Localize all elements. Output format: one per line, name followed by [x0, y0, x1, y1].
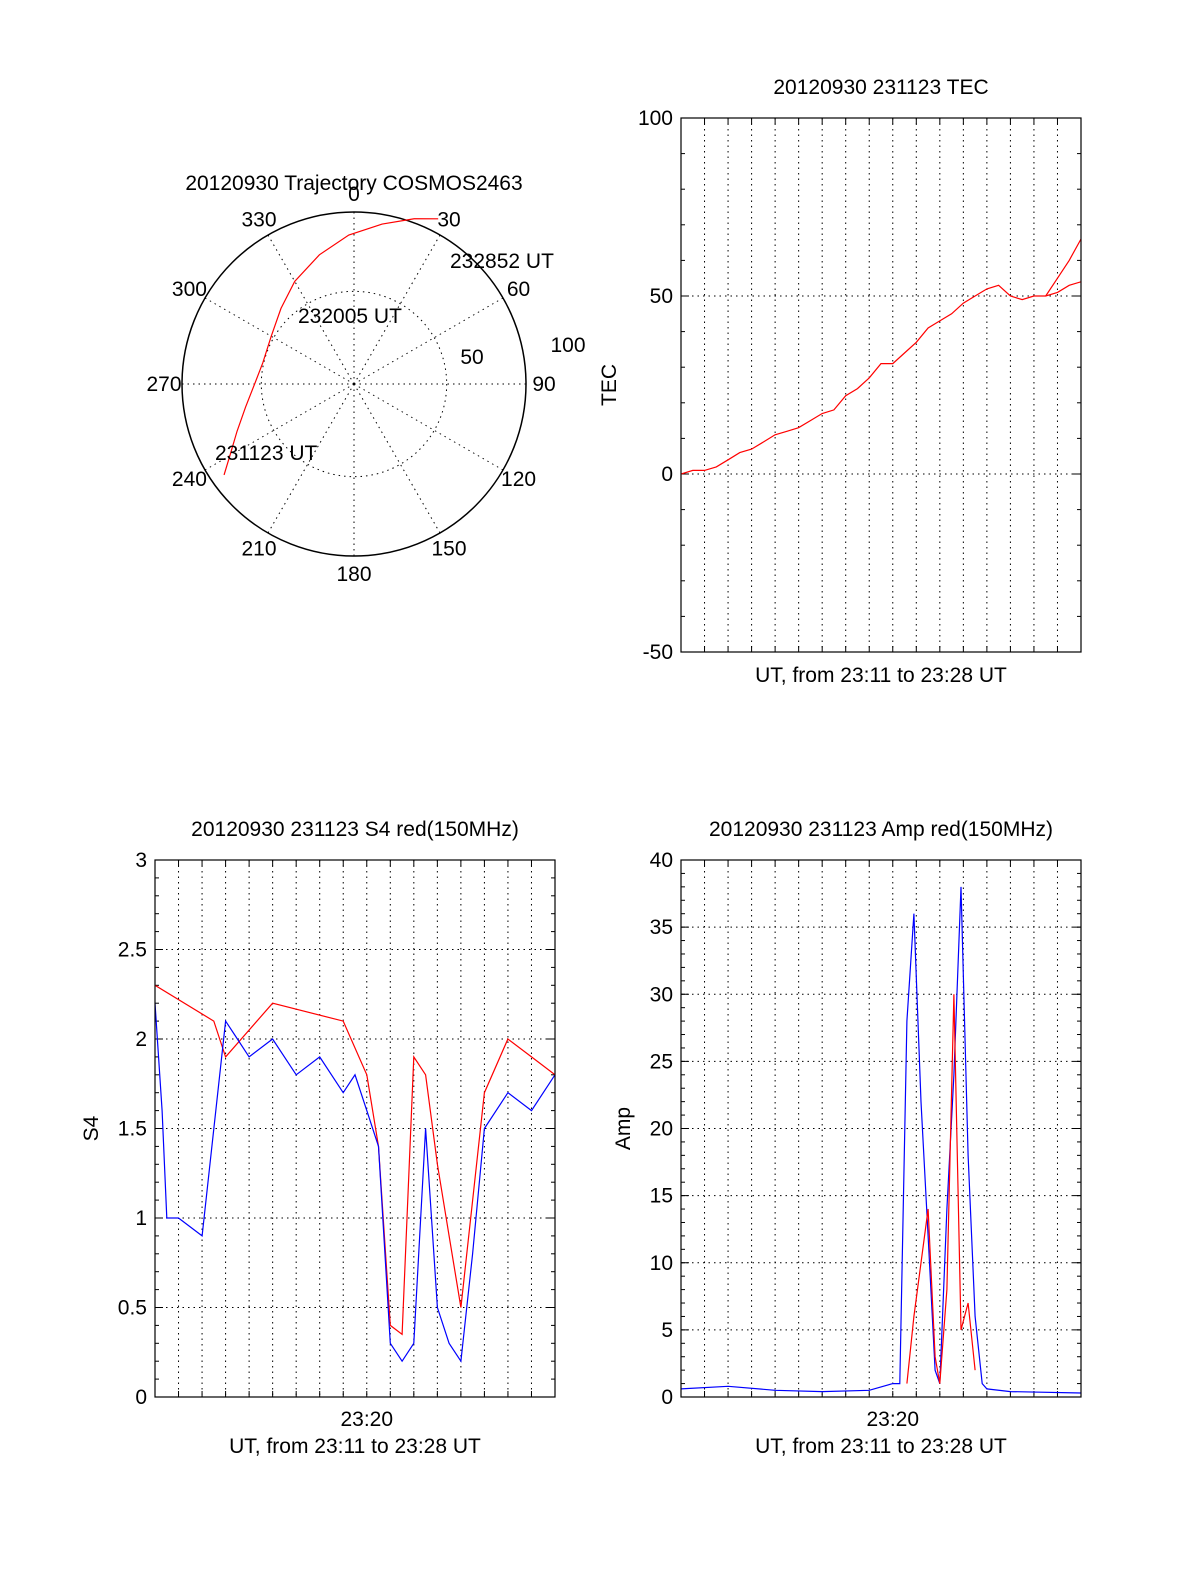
s4-title: 20120930 231123 S4 red(150MHz): [191, 818, 519, 841]
polar-azimuth-label: 90: [532, 373, 555, 396]
polar-spoke: [267, 383, 355, 534]
s4-xlabel: UT, from 23:11 to 23:28 UT: [229, 1435, 481, 1458]
s4-ytick-label: 1.5: [118, 1118, 147, 1141]
tec-series-line: [681, 281, 1081, 475]
polar-title: 20120930 Trajectory COSMOS2463: [185, 172, 522, 195]
s4-plot-frame: [154, 859, 556, 1398]
polar-azimuth-label: 0: [348, 183, 360, 206]
amp-xlabel: UT, from 23:11 to 23:28 UT: [755, 1435, 1007, 1458]
polar-azimuth-label: 210: [241, 538, 276, 561]
amp-ytick-label: 0: [661, 1386, 673, 1409]
polar-spoke: [204, 297, 355, 385]
polar-azimuth-label: 60: [507, 278, 530, 301]
polar-azimuth-label: 240: [172, 468, 207, 491]
tec-ylabel: TEC: [598, 364, 621, 406]
amp-xtick-label: 23:20: [866, 1408, 919, 1431]
s4-ytick-label: 0: [135, 1386, 147, 1409]
tec-series-line: [1045, 238, 1081, 297]
tec-plot-frame: [680, 117, 1082, 653]
s4-ytick-label: 2: [135, 1028, 147, 1051]
amp-ytick-label: 25: [650, 1050, 673, 1073]
tec-ytick-label: 0: [661, 463, 673, 486]
tec-ytick-label: 50: [650, 285, 673, 308]
s4-ytick-label: 2.5: [118, 939, 147, 962]
amp-ytick-label: 30: [650, 983, 673, 1006]
tec-xlabel: UT, from 23:11 to 23:28 UT: [755, 664, 1007, 687]
amp-ytick-label: 15: [650, 1185, 673, 1208]
polar-azimuth-label: 150: [431, 538, 466, 561]
amp-series-line: [681, 886, 1081, 1394]
polar-azimuth-label: 120: [501, 468, 536, 491]
s4-ytick-label: 0.5: [118, 1297, 147, 1320]
polar-spoke: [353, 297, 504, 385]
tec-ytick-label: -50: [643, 641, 673, 664]
polar-azimuth-label: 30: [437, 208, 460, 231]
polar-radial-label: 50: [460, 346, 483, 369]
polar-spoke: [267, 234, 355, 385]
tec-ytick-label: 100: [638, 107, 673, 130]
polar-azimuth-label: 180: [336, 563, 371, 586]
s4-ytick-label: 1: [135, 1207, 147, 1230]
polar-annotation: 232005 UT: [298, 305, 402, 328]
polar-radial-circle: [260, 290, 448, 478]
amp-ytick-label: 10: [650, 1252, 673, 1275]
s4-xtick-label: 23:20: [340, 1408, 393, 1431]
polar-radial-label: 100: [550, 334, 585, 357]
s4-series-line: [155, 984, 555, 1336]
polar-azimuth-label: 300: [172, 278, 207, 301]
polar-spoke: [353, 234, 441, 385]
amp-ytick-label: 20: [650, 1118, 673, 1141]
s4-ylabel: S4: [80, 1115, 103, 1141]
amp-ytick-label: 35: [650, 916, 673, 939]
amp-plot-frame: [680, 859, 1082, 1398]
amp-ytick-label: 40: [650, 849, 673, 872]
polar-annotation: 232852 UT: [450, 250, 554, 273]
amp-series-line: [906, 994, 976, 1384]
amp-ylabel: Amp: [612, 1107, 635, 1150]
amp-title: 20120930 231123 Amp red(150MHz): [709, 818, 1053, 841]
polar-annotation: 231123 UT: [215, 442, 318, 465]
polar-spoke: [353, 383, 504, 471]
polar-spoke: [353, 383, 441, 534]
amp-ytick-label: 5: [661, 1319, 673, 1342]
polar-azimuth-label: 270: [146, 373, 181, 396]
s4-ytick-label: 3: [135, 849, 147, 872]
tec-title: 20120930 231123 TEC: [773, 76, 988, 99]
polar-trajectory-line: [223, 218, 439, 476]
polar-azimuth-label: 330: [241, 208, 276, 231]
s4-series-line: [155, 1003, 555, 1363]
